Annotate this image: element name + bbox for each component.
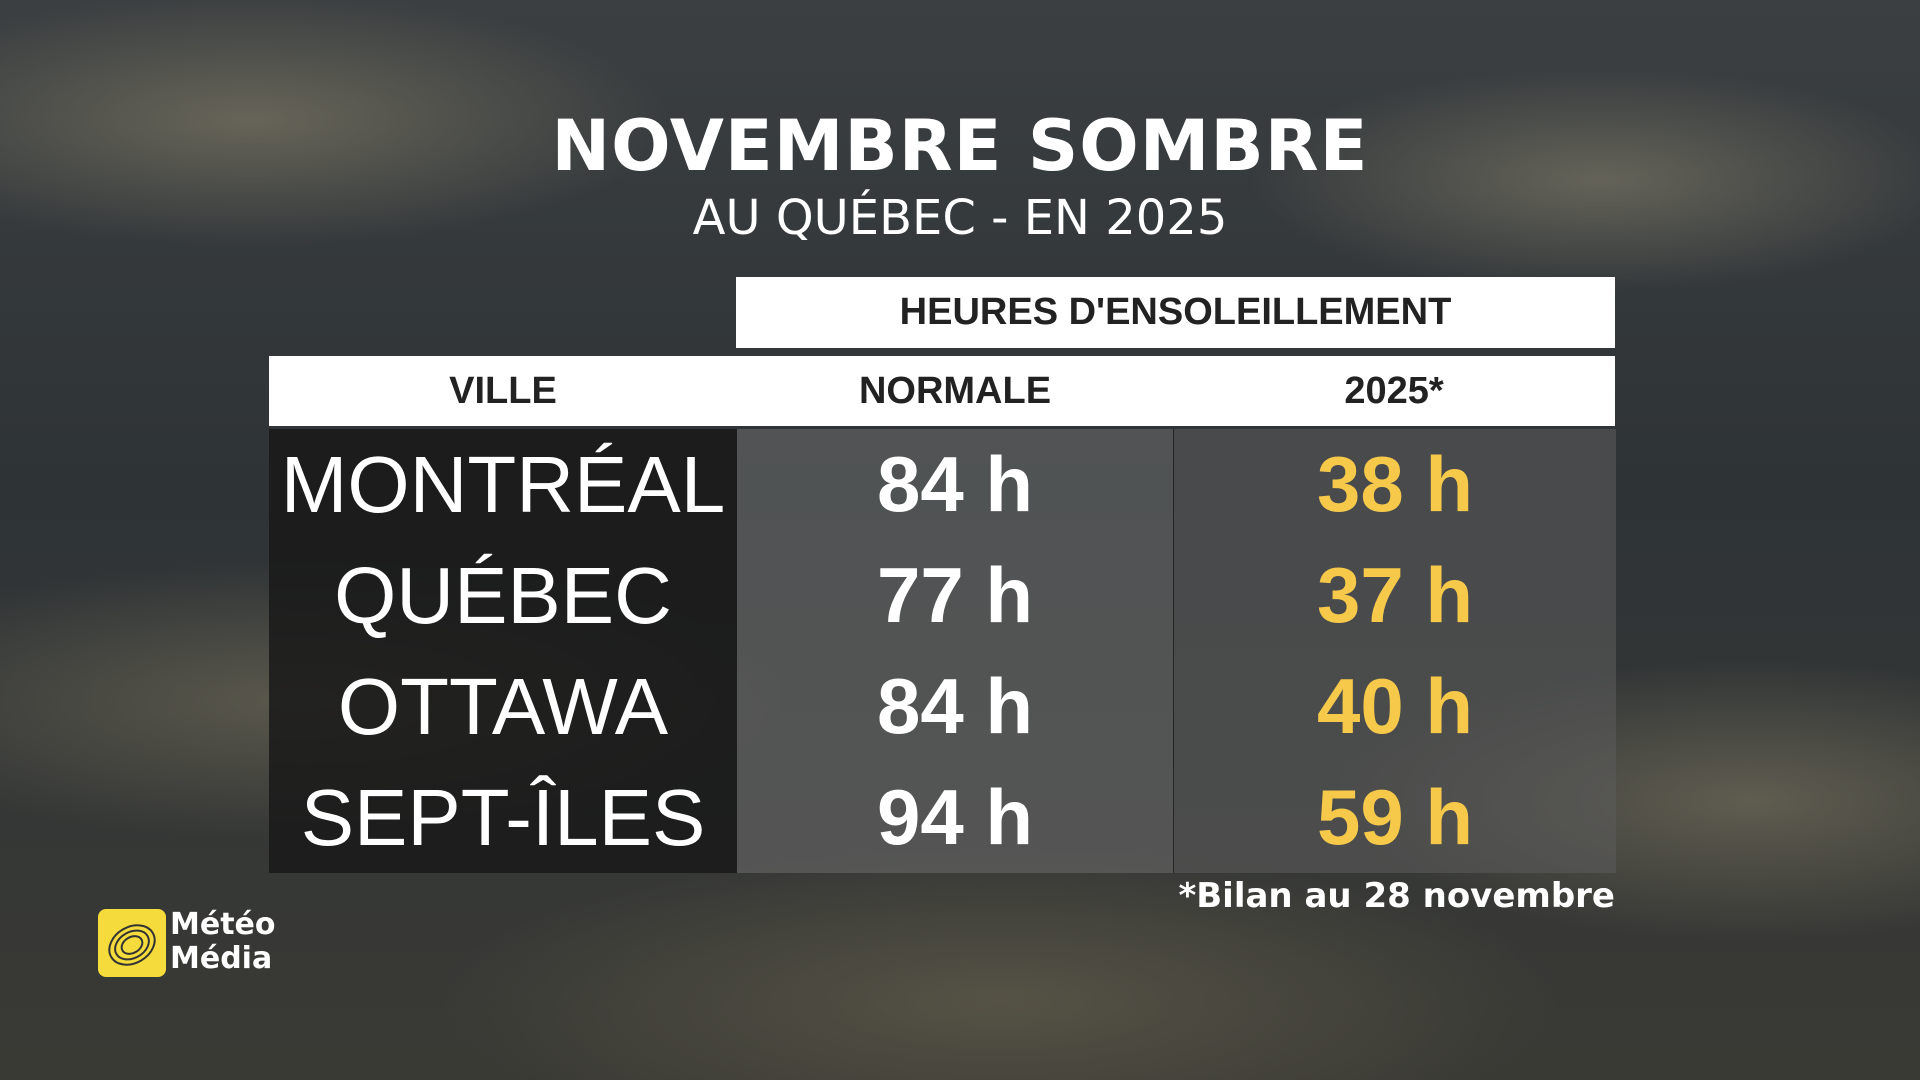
normal-hours: 84 h bbox=[737, 429, 1173, 540]
city-name: SEPT-ÎLES bbox=[269, 762, 737, 873]
column-header: NORMALE bbox=[737, 356, 1173, 426]
column-header-row: VILLENORMALE2025* bbox=[269, 356, 1615, 426]
hours-2025: 37 h bbox=[1173, 540, 1616, 651]
normal-hours: 84 h bbox=[737, 651, 1173, 762]
city-name: OTTAWA bbox=[269, 651, 737, 762]
hours-2025: 40 h bbox=[1173, 651, 1616, 762]
logo-line: Météo bbox=[170, 908, 276, 942]
subtitle: AU QUÉBEC - EN 2025 bbox=[0, 190, 1920, 246]
logo-text: MétéoMédia bbox=[170, 908, 276, 976]
logo-line: Média bbox=[170, 942, 276, 976]
normal-hours: 77 h bbox=[737, 540, 1173, 651]
hours-2025: 38 h bbox=[1173, 429, 1616, 540]
city-name: MONTRÉAL bbox=[269, 429, 737, 540]
title: NOVEMBRE SOMBRE bbox=[0, 105, 1920, 187]
normal-hours: 94 h bbox=[737, 762, 1173, 873]
city-name: QUÉBEC bbox=[269, 540, 737, 651]
logo-icon bbox=[98, 909, 166, 977]
group-header: HEURES D'ENSOLEILLEMENT bbox=[736, 277, 1615, 348]
column-header: VILLE bbox=[269, 356, 737, 426]
footnote: *Bilan au 28 novembre bbox=[1178, 876, 1615, 916]
hours-2025: 59 h bbox=[1173, 762, 1616, 873]
column-header: 2025* bbox=[1173, 356, 1615, 426]
